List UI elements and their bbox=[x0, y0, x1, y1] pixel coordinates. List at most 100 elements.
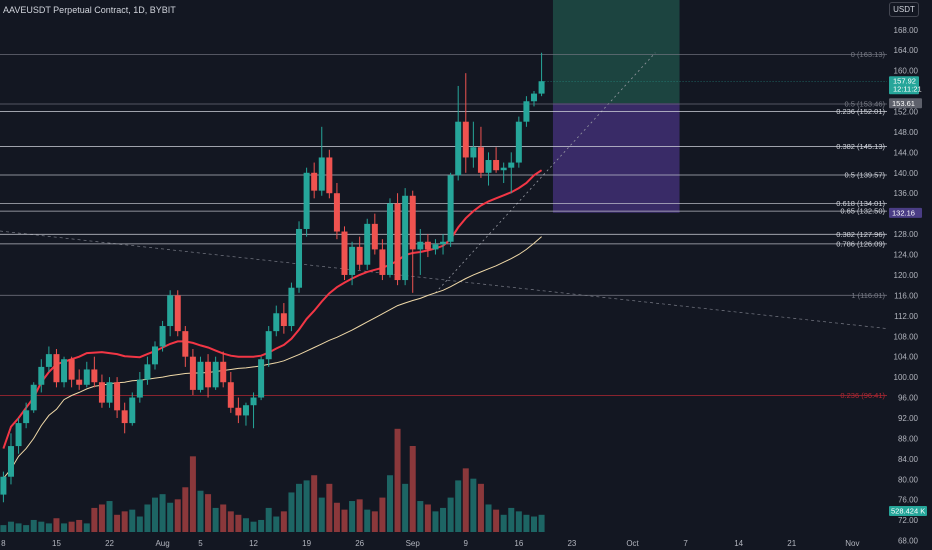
price-tick-label: 72.00 bbox=[898, 516, 919, 525]
candle-body bbox=[311, 172, 318, 191]
volume-bar bbox=[212, 507, 219, 532]
candle-body bbox=[220, 361, 227, 383]
price-tick-label: 92.00 bbox=[898, 414, 919, 423]
candle-body bbox=[477, 147, 484, 173]
volume-bar bbox=[424, 504, 431, 532]
candle-body bbox=[212, 361, 219, 388]
price-tick-label: 160.00 bbox=[894, 67, 919, 76]
time-tick-label: 19 bbox=[302, 539, 311, 548]
volume-bar bbox=[288, 492, 295, 532]
volume-bar bbox=[83, 523, 90, 532]
volume-bar bbox=[91, 507, 98, 532]
candle-body bbox=[386, 203, 393, 275]
candle-body bbox=[356, 246, 363, 265]
candle-body bbox=[394, 203, 401, 281]
fib-level-label: 0.618 (134.01) bbox=[836, 199, 885, 208]
candle-body bbox=[470, 147, 477, 158]
current-price-tag-bg bbox=[889, 76, 919, 95]
volume-bar bbox=[538, 514, 545, 532]
candle-body bbox=[296, 228, 303, 288]
candle-body bbox=[227, 382, 234, 408]
price-tick-label: 144.00 bbox=[894, 148, 919, 157]
candle-body bbox=[167, 295, 174, 327]
volume-bar bbox=[121, 511, 128, 532]
candle-body bbox=[538, 81, 545, 94]
stop-price-tag-bg bbox=[889, 207, 922, 218]
price-tick-label: 124.00 bbox=[894, 251, 919, 260]
currency-button[interactable]: USDT bbox=[889, 2, 919, 17]
volume-bar bbox=[470, 478, 477, 532]
candle-body bbox=[341, 231, 348, 275]
time-tick-label: 22 bbox=[105, 539, 114, 548]
ema-slow-line bbox=[3, 236, 542, 479]
volume-bar bbox=[189, 456, 196, 532]
volume-bar bbox=[493, 509, 500, 532]
volume-bar bbox=[242, 518, 249, 532]
candle-body bbox=[349, 246, 356, 275]
time-tick-label: Oct bbox=[626, 539, 639, 548]
fib-level-label: 0.236 (96.41) bbox=[840, 391, 885, 400]
fib-level-label: 1 (116.01) bbox=[851, 291, 885, 300]
volume-bar bbox=[333, 502, 340, 532]
time-tick-label: Nov bbox=[845, 539, 859, 548]
entry-price-tag: 153.61 bbox=[892, 99, 915, 108]
candle-body bbox=[258, 359, 265, 398]
volume-bar bbox=[371, 511, 378, 532]
volume-bar bbox=[197, 490, 204, 532]
volume-bar bbox=[7, 521, 14, 532]
candle-body bbox=[23, 410, 30, 424]
price-tick-label: 120.00 bbox=[894, 271, 919, 280]
candle-body bbox=[409, 195, 416, 250]
price-tick-label: 104.00 bbox=[894, 353, 919, 362]
volume-bar bbox=[205, 494, 212, 532]
moving-averages bbox=[2, 169, 543, 479]
price-tick-label: 68.00 bbox=[898, 537, 919, 546]
candle-body bbox=[114, 382, 121, 411]
volume-bar bbox=[235, 514, 242, 532]
price-tick-label: 168.00 bbox=[894, 26, 919, 35]
volume-bar bbox=[129, 509, 136, 532]
volume-bar bbox=[152, 497, 158, 532]
candlesticks bbox=[0, 52, 545, 503]
candle-body bbox=[144, 364, 151, 380]
candle-body bbox=[15, 423, 22, 447]
volume-bar bbox=[402, 483, 409, 532]
volume-bar bbox=[114, 514, 121, 532]
candle-body bbox=[485, 160, 492, 173]
volume-bars bbox=[0, 428, 545, 532]
volume-bar bbox=[159, 494, 166, 532]
time-axis[interactable]: 8 15 22 Aug 5 12 19 26 Sep 9 16 23 Oct 7 14 21 Nov bbox=[1, 539, 859, 548]
fib-level-label: 0.65 (132.50) bbox=[840, 207, 885, 216]
candle-body bbox=[159, 326, 166, 347]
price-tick-label: 76.00 bbox=[898, 496, 919, 505]
volume-bar bbox=[174, 499, 181, 532]
candle-body bbox=[288, 287, 295, 327]
candle-body bbox=[508, 162, 515, 168]
candle-body bbox=[129, 397, 136, 424]
volume-bar bbox=[379, 497, 386, 532]
candle-body bbox=[197, 361, 204, 390]
time-tick-label: Sep bbox=[406, 539, 421, 548]
price-tick-label: 108.00 bbox=[894, 332, 919, 341]
time-tick-label: 8 bbox=[1, 539, 6, 548]
candle-body bbox=[152, 346, 158, 365]
price-tick-label: 148.00 bbox=[894, 128, 919, 137]
volume-bar bbox=[38, 521, 45, 532]
volume-bar bbox=[144, 504, 151, 532]
volume-bar bbox=[0, 525, 7, 532]
candle-body bbox=[432, 244, 439, 250]
volume-tag: 528.424 K bbox=[891, 507, 925, 516]
price-tick-label: 140.00 bbox=[894, 169, 919, 178]
price-tick-label: 80.00 bbox=[898, 475, 919, 484]
position-zones bbox=[552, 0, 680, 213]
volume-bar bbox=[485, 504, 492, 532]
candle-body bbox=[333, 193, 340, 232]
time-tick-label: 7 bbox=[683, 539, 688, 548]
volume-bar bbox=[53, 518, 60, 532]
volume-bar bbox=[409, 446, 416, 532]
volume-bar bbox=[23, 525, 30, 532]
candle-body bbox=[273, 313, 280, 332]
volume-bar bbox=[531, 516, 537, 532]
